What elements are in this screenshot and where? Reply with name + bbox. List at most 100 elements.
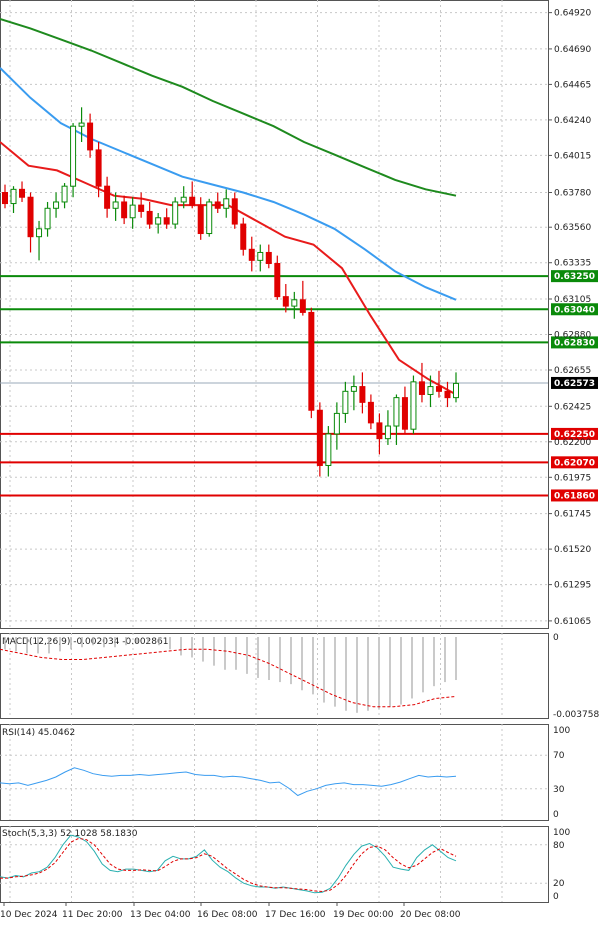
candle-body [274,263,281,298]
candle-body [384,425,391,440]
candle-body [410,381,417,430]
candle-body [308,311,315,411]
rsi-line [0,767,457,797]
candle-body [155,217,162,225]
level-label: 0.63040 [554,305,595,315]
candle-body [223,198,230,209]
price-tick-label: 0.61065 [554,617,591,627]
candle-body [189,196,196,206]
price-tick-label: 0.64240 [554,116,591,126]
candle-body [95,149,102,187]
candlesticks [2,107,459,477]
ma-fast-line [0,141,457,396]
candle-body [121,201,128,219]
price-tick-label: 0.63780 [554,189,591,199]
ma-mid-line [0,67,457,301]
candle-body [291,299,298,307]
candle-body [172,201,179,225]
candle-body [27,196,34,238]
price-tick-label: 0.61295 [554,581,591,591]
candle-body [435,386,442,392]
stoch-panel: Stoch(5,3,3) 52.1028 58.1830 100 80 20 0 [0,828,570,902]
price-tick-label: 0.62425 [554,402,591,412]
candle-body [36,228,43,238]
candle-body [180,196,187,203]
candle-body [342,390,349,414]
rsi-tick-label: 70 [553,751,565,761]
panel-frame [0,633,549,719]
candle-body [453,382,459,399]
candle-body [104,185,111,209]
price-tick-label: 0.63335 [554,259,591,269]
price-axis: 0.64920 0.64690 0.64465 0.64240 0.64015 0.637… [548,9,591,627]
stoch-d-line [0,837,457,893]
candle-body [427,386,434,395]
candle-body [70,125,77,187]
level-tag [551,427,598,440]
price-tick-label: 0.64690 [554,45,591,55]
candle-body [316,409,323,466]
level-label: 0.62070 [554,458,595,468]
level-tag [551,456,598,469]
candle-body [19,188,26,198]
candle-body [401,397,408,430]
stoch-tick-label: 80 [553,841,565,851]
level-label: 0.62830 [554,338,595,348]
macd-title: MACD(12,26,9) -0.002034 -0.002861 [2,637,168,647]
grid-lines [0,0,548,902]
candle-body [146,210,153,225]
macd-tick-label: 0 [553,633,559,643]
candle-body [112,201,119,209]
stoch-k-line [0,834,457,894]
time-tick-label: 19 Dec 00:00 [333,910,394,920]
rsi-panel: RSI(14) 45.0462 100 70 30 0 [0,726,570,820]
stoch-tick-label: 100 [553,828,570,838]
time-tick-label: 11 Dec 20:00 [62,910,123,920]
price-tick-label: 0.63560 [554,223,591,233]
price-tick-label: 0.64015 [554,151,591,161]
level-tag [551,336,598,349]
stoch-tick-label: 0 [553,892,559,902]
current-price-label: 0.62573 [554,379,595,389]
macd-tick-label: -0.003758 [553,710,599,720]
candle-body [350,386,357,392]
candle-body [333,412,340,435]
candle-body [257,251,264,261]
candle-body [444,390,451,399]
candle-body [325,433,332,466]
candle-body [129,204,136,219]
candle-body [87,122,94,151]
level-tag [551,303,598,316]
candle-body [78,122,85,127]
panel-frame [0,0,549,629]
time-tick-label: 20 Dec 08:00 [400,910,461,920]
candle-body [138,204,145,212]
rsi-tick-label: 100 [553,726,570,736]
time-tick-label: 10 Dec 2024 [0,910,58,920]
candle-body [163,217,170,225]
candle-body [282,296,289,307]
candle-body [197,204,204,235]
stoch-title: Stoch(5,3,3) 52.1028 58.1830 [2,829,138,839]
candle-body [248,248,255,261]
level-tag [551,270,598,283]
price-tick-label: 0.61745 [554,510,591,520]
support-resistance-levels: 0.63250 0.63040 0.62830 0.62250 0.62070 0.618… [0,270,598,502]
rsi-tick-label: 30 [553,785,565,795]
candle-body [53,201,60,209]
time-tick-label: 13 Dec 04:00 [130,910,191,920]
candle-body [418,381,425,395]
time-axis: 10 Dec 2024 11 Dec 20:00 13 Dec 04:00 16 De… [0,902,461,920]
candle-body [393,397,400,427]
level-label: 0.62250 [554,430,595,440]
candle-body [359,386,366,403]
stoch-tick-label: 20 [553,879,565,889]
candle-body [61,185,68,203]
time-tick-label: 17 Dec 16:00 [265,910,326,920]
price-tick-label: 0.62200 [554,438,591,448]
candle-body [299,299,306,313]
candle-body [240,223,247,250]
candle-body [265,251,272,265]
